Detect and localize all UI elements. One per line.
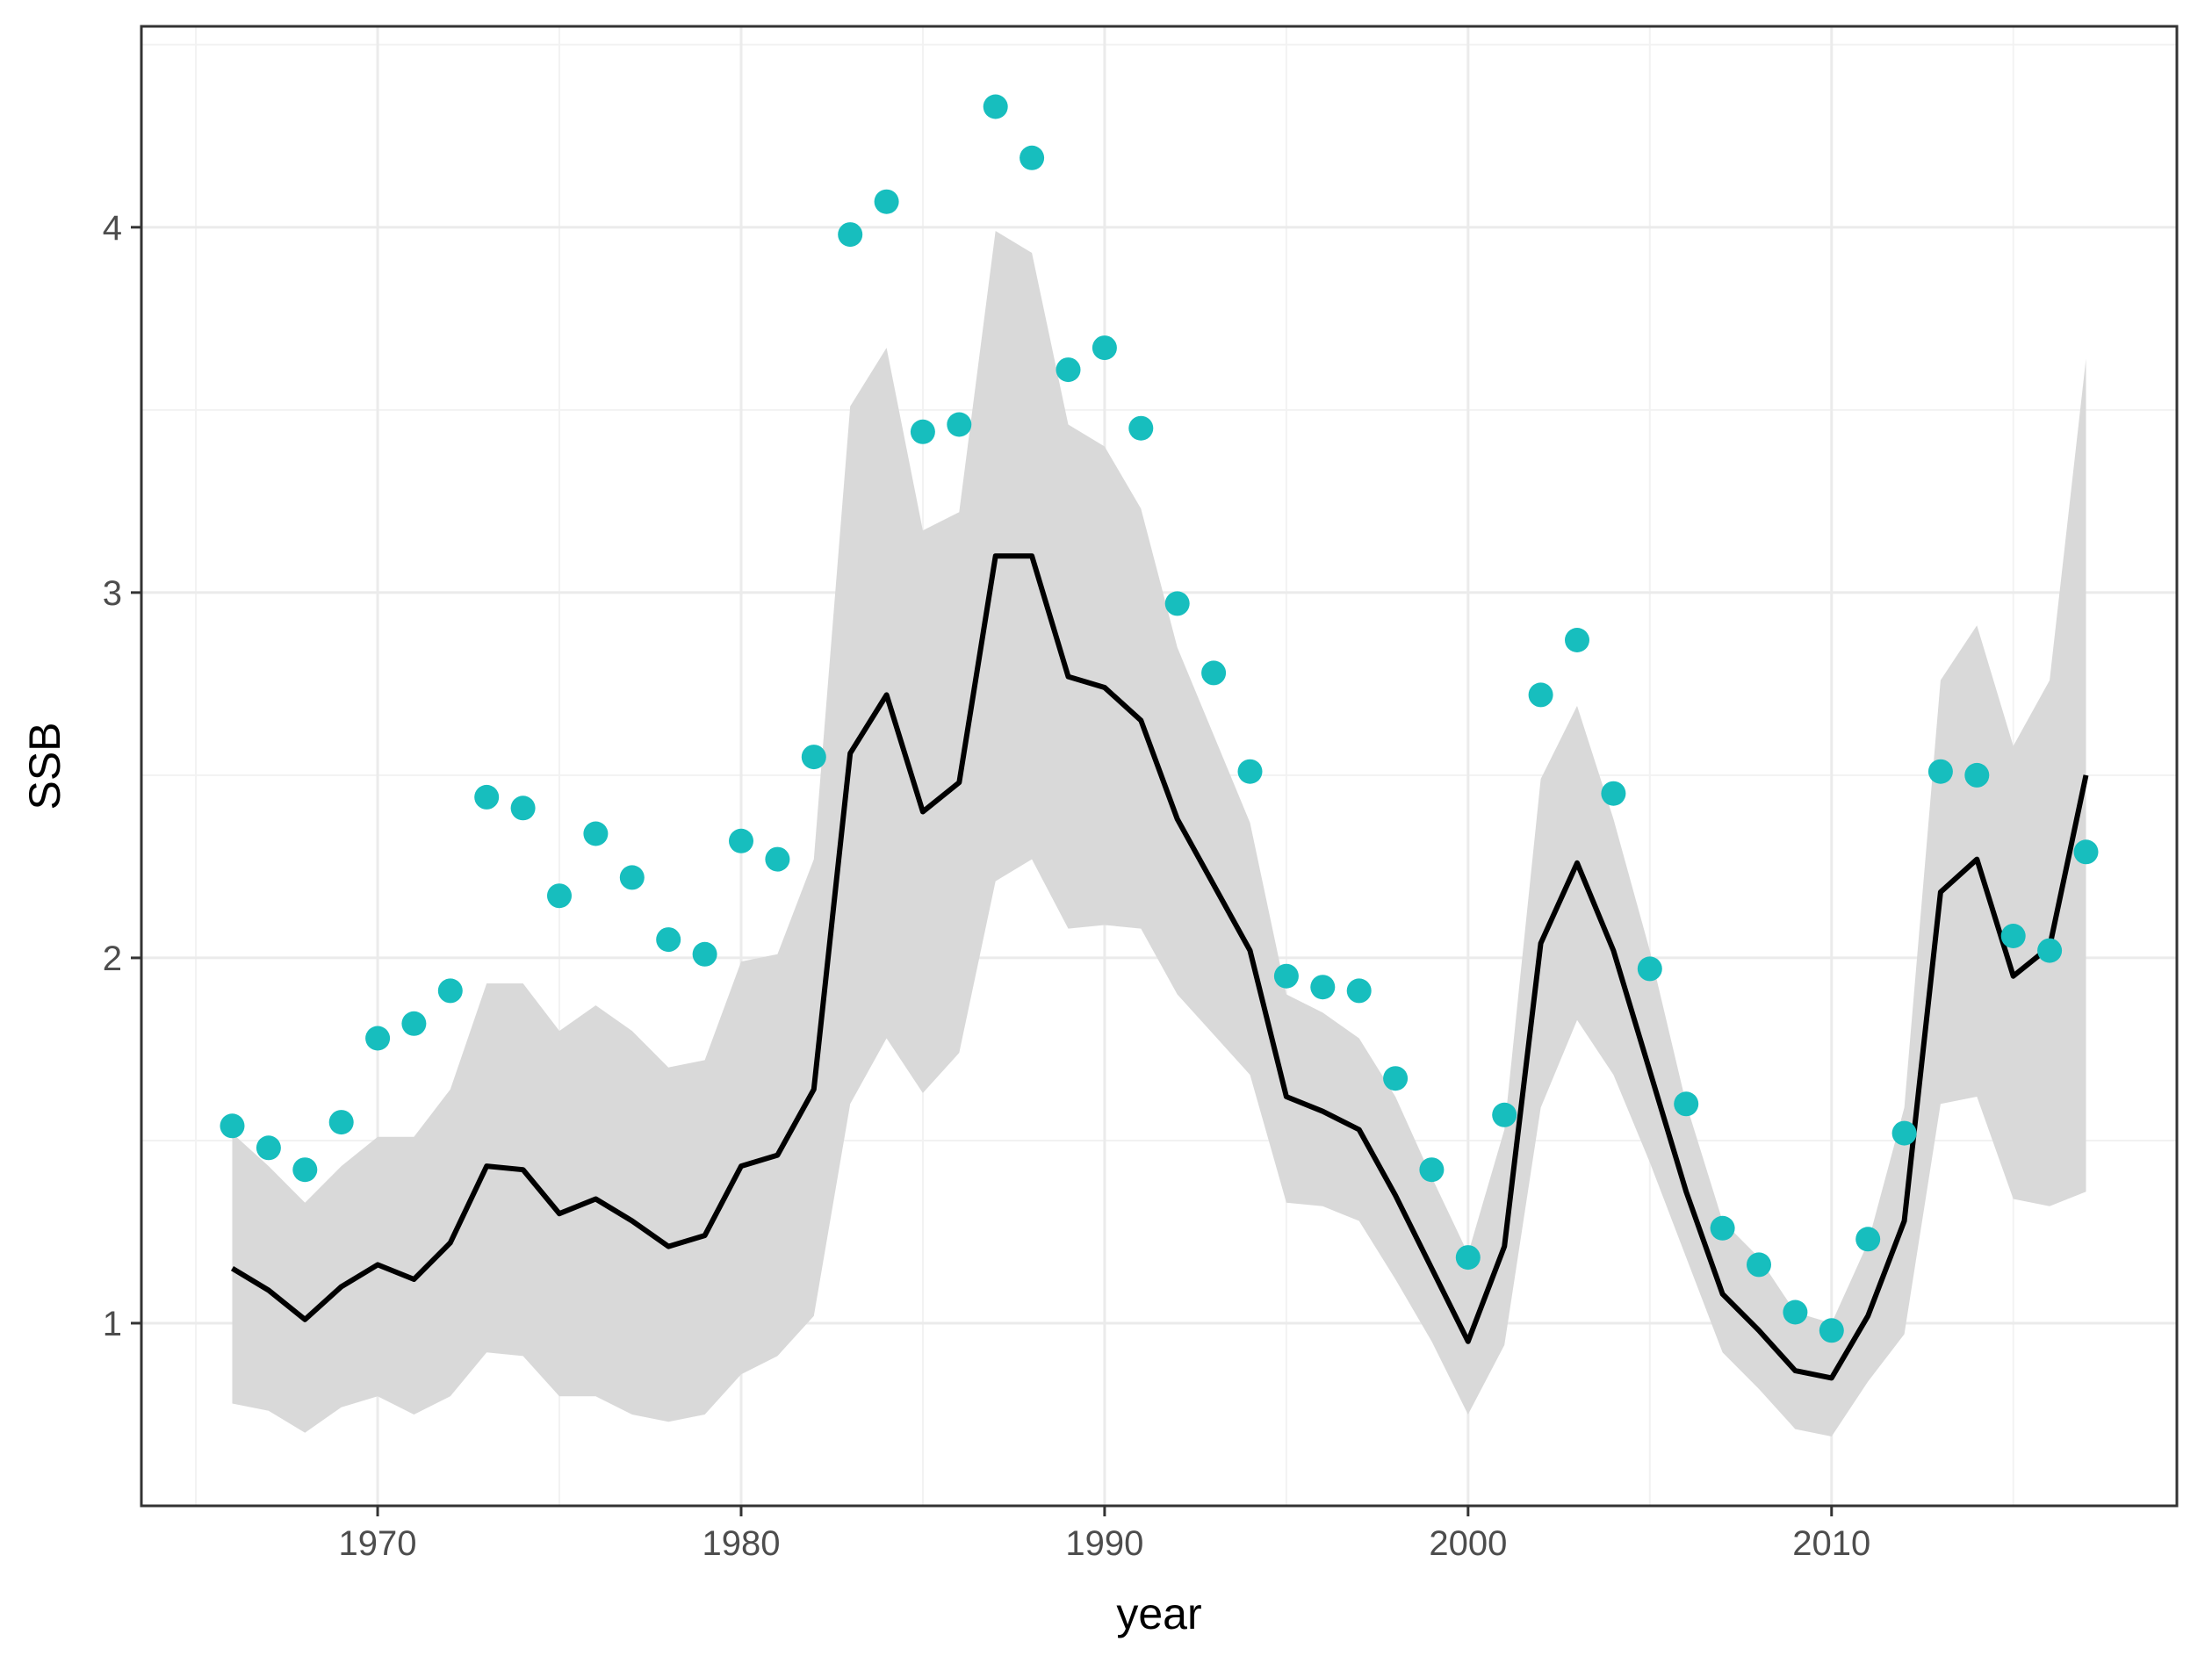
observed-point <box>220 1113 245 1139</box>
observed-point <box>947 412 972 437</box>
observed-point <box>328 1110 354 1135</box>
observed-point <box>1092 335 1117 361</box>
y-tick-label: 3 <box>103 574 122 613</box>
observed-point <box>1128 415 1154 441</box>
observed-point <box>1383 1066 1409 1091</box>
observed-point <box>1492 1102 1517 1127</box>
observed-point <box>1855 1227 1881 1252</box>
observed-point <box>692 941 717 967</box>
observed-point <box>656 927 681 953</box>
observed-point <box>292 1157 318 1183</box>
observed-point <box>1927 759 1953 784</box>
x-axis-title: year <box>1116 1589 1201 1638</box>
band-layer <box>232 231 2086 1436</box>
x-tick-label: 1980 <box>702 1524 780 1563</box>
observed-point <box>1164 591 1190 616</box>
observed-point <box>1273 963 1299 989</box>
observed-point <box>765 846 790 872</box>
observed-point <box>1891 1120 1917 1146</box>
observed-point <box>2073 839 2099 865</box>
observed-point <box>1455 1245 1481 1271</box>
observed-point <box>619 865 645 890</box>
observed-point <box>1710 1215 1735 1241</box>
observed-point <box>1201 660 1227 686</box>
observed-point <box>1237 759 1263 784</box>
observed-point <box>910 419 935 444</box>
observed-point <box>1528 682 1553 708</box>
y-tick-label: 4 <box>103 209 122 248</box>
observed-point <box>1419 1157 1445 1183</box>
observed-point <box>2037 938 2063 963</box>
observed-point <box>474 784 500 810</box>
observed-point <box>1310 975 1336 1000</box>
observed-point <box>1783 1299 1808 1325</box>
confidence-band <box>232 231 2086 1436</box>
ssb-estimate-line <box>230 553 2089 1381</box>
observed-point <box>256 1135 281 1161</box>
observed-point <box>874 189 899 214</box>
observed-point <box>1601 781 1626 806</box>
observed-point <box>1565 628 1589 652</box>
observed-point <box>401 1011 427 1036</box>
observed-point <box>1674 1091 1699 1117</box>
y-tick-label: 1 <box>103 1305 122 1343</box>
observed-point <box>1637 956 1662 982</box>
x-tick-label: 1990 <box>1065 1524 1143 1563</box>
observed-point <box>437 978 463 1004</box>
line-layer <box>230 553 2089 1381</box>
observed-point <box>510 796 536 821</box>
observed-point <box>1964 762 1990 788</box>
axes-layer: 1970 1980 1990 2000 2010 1 2 3 4 <box>103 209 1871 1563</box>
observed-point <box>1056 357 1081 383</box>
observed-point <box>1346 978 1372 1004</box>
observed-point <box>838 222 863 248</box>
observed-point <box>583 821 609 846</box>
observed-point <box>1747 1252 1771 1278</box>
observed-point <box>547 883 572 909</box>
x-tick-label: 2010 <box>1792 1524 1870 1563</box>
y-tick-label: 2 <box>103 939 122 978</box>
y-axis-title: SSB <box>20 722 69 810</box>
observed-point <box>2000 924 2026 948</box>
observed-point <box>801 745 826 770</box>
observed-point <box>983 94 1008 119</box>
observed-point <box>1020 145 1045 170</box>
observed-point <box>365 1026 391 1051</box>
observed-point <box>1819 1318 1844 1343</box>
observed-point <box>729 828 753 853</box>
panel-border <box>140 25 2179 1508</box>
x-tick-label: 2000 <box>1429 1524 1507 1563</box>
x-tick-label: 1970 <box>339 1524 417 1563</box>
points-layer <box>220 94 2099 1343</box>
